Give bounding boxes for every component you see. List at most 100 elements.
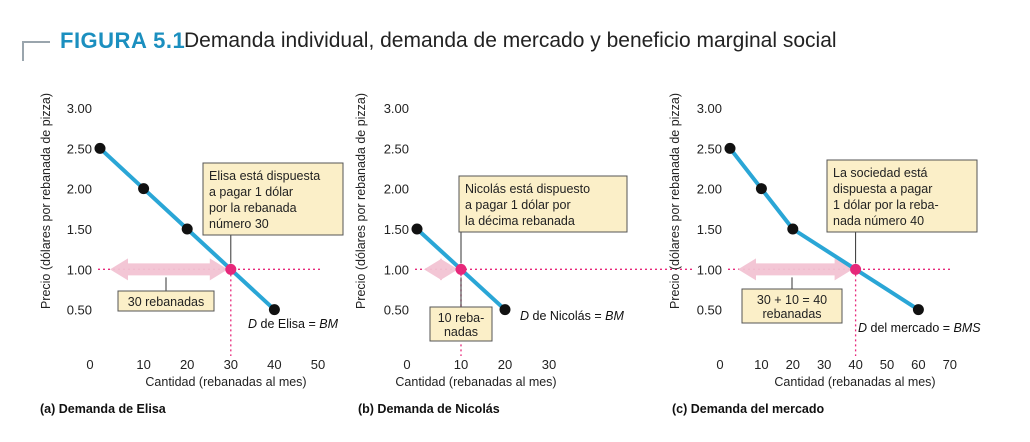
note-text: número 30 (209, 217, 269, 231)
data-point (724, 142, 736, 154)
y-tick-label: 1.00 (697, 262, 722, 277)
arrow-label-box (429, 306, 493, 342)
chart-panel-1: 0.50 1.00 1.50 2.00 2.50 3.00 0 10 20 30 40 50 Canti… (39, 93, 344, 416)
curve-label: D de Elisa = BM (248, 317, 339, 331)
note-text: Nicolás está dispuesto (465, 182, 590, 196)
panel-title: (b) Demanda de Nicolás (358, 402, 500, 416)
note-text: dispuesta a pagar (833, 182, 932, 196)
note-text: Elisa está dispuesta (209, 169, 320, 183)
y-tick-label: 0.50 (697, 303, 722, 318)
x-tick-label: 30 (542, 357, 556, 372)
note-text: nada número 40 (833, 214, 924, 228)
note-text: por la rebanada (209, 201, 297, 215)
y-tick-label: 1.00 (384, 262, 409, 277)
header-rule-vertical (22, 41, 24, 61)
curve-label-part: BM (319, 317, 338, 331)
arrow-label-box (117, 290, 215, 312)
x-tick-label: 0 (716, 357, 723, 372)
x-tick-label: 10 (754, 357, 768, 372)
curve-label-part: de Elisa = (257, 317, 319, 331)
highlight-point (225, 263, 237, 275)
panel-title: (c) Demanda del mercado (672, 402, 824, 416)
chart-panel-2: 0.50 1.00 1.50 2.00 2.50 3.00 0 10 20 30 Cantidad … (354, 93, 695, 416)
y-tick-label: 2.50 (697, 141, 722, 156)
x-tick-label: 40 (267, 357, 281, 372)
x-tick-label: 10 (454, 357, 468, 372)
data-point (138, 183, 150, 195)
quantity-arrow (738, 258, 853, 281)
x-axis-label: Cantidad (rebanadas al mes) (145, 375, 306, 389)
x-tick-label: 0 (403, 357, 410, 372)
curve-label: D de Nicolás = BM (520, 309, 624, 323)
note-text: la décima rebanada (465, 214, 575, 228)
note-box (458, 175, 628, 233)
y-tick-label: 3.00 (67, 101, 92, 116)
x-tick-label: 20 (180, 357, 194, 372)
y-tick-label: 3.00 (384, 101, 409, 116)
curve-label-part: D (858, 321, 867, 335)
data-point (411, 223, 423, 235)
data-point (912, 304, 924, 316)
quantity-arrow (110, 258, 228, 281)
x-tick-label: 30 (817, 357, 831, 372)
note-text: La sociedad está (833, 166, 928, 180)
note-text: a pagar 1 dólar (209, 185, 293, 199)
quantity-arrow (424, 258, 458, 281)
curve-label-part: BMS (954, 321, 982, 335)
figure-label: FIGURA 5.1 (60, 28, 186, 53)
curve-label-part: de Nicolás = (529, 309, 605, 323)
data-point (755, 183, 767, 195)
data-point (787, 223, 799, 235)
note-box (202, 162, 344, 236)
data-point (499, 304, 511, 316)
figure-title: Demanda individual, demanda de mercado y… (184, 29, 837, 52)
note-text: 1 dólar por la reba- (833, 198, 939, 212)
y-tick-label: 1.50 (697, 222, 722, 237)
y-tick-label: 1.00 (67, 262, 92, 277)
arrow-label-text: 10 reba- (438, 311, 485, 325)
x-tick-label: 20 (786, 357, 800, 372)
arrow-label-text: nadas (444, 325, 478, 339)
x-tick-label: 50 (880, 357, 894, 372)
x-axis-label: Cantidad (rebanadas al mes) (395, 375, 556, 389)
data-point (268, 304, 280, 316)
highlight-point (850, 263, 862, 275)
x-tick-label: 10 (136, 357, 150, 372)
data-point (181, 223, 193, 235)
curve-label-part: del mercado = (867, 321, 954, 335)
x-tick-label: 30 (224, 357, 238, 372)
header-rule (22, 41, 50, 43)
x-tick-label: 70 (943, 357, 957, 372)
curve-label-part: BM (605, 309, 624, 323)
y-tick-label: 1.50 (67, 222, 92, 237)
x-axis-label: Cantidad (rebanadas al mes) (774, 375, 935, 389)
curve-label-part: D (520, 309, 529, 323)
y-tick-label: 1.50 (384, 222, 409, 237)
highlight-point (455, 263, 467, 275)
x-tick-label: 0 (86, 357, 93, 372)
y-tick-label: 3.00 (697, 101, 722, 116)
x-tick-label: 50 (311, 357, 325, 372)
y-tick-label: 2.50 (384, 141, 409, 156)
y-axis-label: Precio (dólares por rebanada de pizza) (39, 93, 53, 309)
x-tick-label: 20 (498, 357, 512, 372)
arrow-label-text: 30 rebanadas (128, 295, 204, 309)
y-axis-label: Precio (dólares por rebanada de pizza) (354, 93, 368, 309)
curve-label-part: D (248, 317, 257, 331)
y-tick-label: 2.00 (67, 182, 92, 197)
note-box (826, 159, 978, 233)
note-text: a pagar 1 dólar por (465, 198, 571, 212)
y-tick-label: 0.50 (384, 303, 409, 318)
panel-title: (a) Demanda de Elisa (40, 402, 167, 416)
x-tick-label: 60 (911, 357, 925, 372)
curve-label: D del mercado = BMS (858, 321, 981, 335)
arrow-label-text: 30 + 10 = 40 (757, 293, 827, 307)
arrow-label-text: rebanadas (762, 307, 821, 321)
chart-panel-3: 0.50 1.00 1.50 2.00 2.50 3.00 0 10 20 30 40 50 60 70 C… (668, 93, 981, 416)
data-point (94, 142, 106, 154)
arrow-label-box (741, 288, 843, 324)
y-axis-label: Precio (dólares por rebanada de pizza) (668, 93, 682, 309)
x-tick-label: 40 (848, 357, 862, 372)
figure-header: FIGURA 5.1 Demanda individual, demanda d… (0, 0, 1030, 61)
